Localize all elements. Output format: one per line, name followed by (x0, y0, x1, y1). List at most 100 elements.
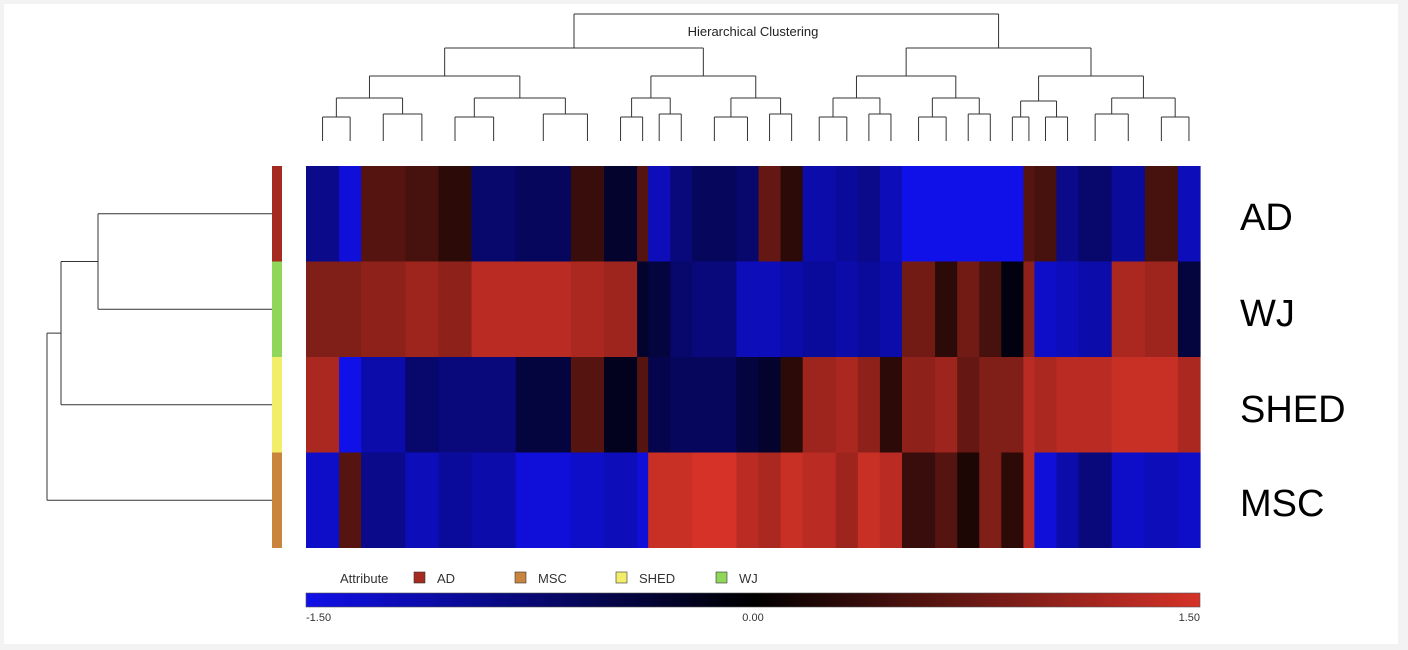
heatmap-cell (957, 452, 980, 548)
legend-entry: WJ (739, 571, 758, 586)
heatmap-cell (736, 357, 760, 453)
heatmap-cell (637, 166, 649, 262)
heatmap-cell (648, 261, 671, 357)
heatmap-cell (692, 261, 738, 357)
heatmap-cell (438, 261, 473, 357)
heatmap-cell (405, 166, 440, 262)
heatmap-cell (1001, 452, 1024, 548)
heatmap-cell (780, 357, 804, 453)
colorbar-tick-min: -1.50 (306, 612, 331, 624)
heatmap-cell (902, 357, 936, 453)
row-label: MSC (1240, 483, 1324, 525)
heatmap-cell (1111, 166, 1146, 262)
heatmap-cell (1078, 357, 1113, 453)
heatmap-cell (570, 452, 605, 548)
heatmap-cell (935, 452, 958, 548)
heatmap-cell (1078, 166, 1113, 262)
heatmap-cell (1144, 166, 1179, 262)
heatmap-cells (306, 166, 1201, 548)
row-attribute-swatch (272, 261, 282, 357)
heatmap-cell (361, 357, 406, 453)
heatmap-cell (736, 261, 760, 357)
heatmap-cell (438, 452, 473, 548)
heatmap-cell (835, 452, 859, 548)
heatmap-cell (361, 166, 406, 262)
heatmap-cell (802, 357, 837, 453)
heatmap-cell (1111, 261, 1146, 357)
heatmap-cell (802, 261, 837, 357)
row-attribute-bar (272, 166, 282, 548)
heatmap-cell (604, 452, 638, 548)
heatmap-cell (306, 261, 340, 357)
heatmap-cell (1111, 452, 1146, 548)
heatmap-cell (670, 357, 693, 453)
heatmap-cell (1034, 166, 1058, 262)
heatmap-cell (405, 357, 440, 453)
heatmap-cell (405, 261, 440, 357)
heatmap-cell (637, 452, 649, 548)
colorbar (305, 592, 1201, 608)
legend-entry: SHED (639, 571, 675, 586)
legend-swatch (615, 571, 628, 584)
heatmap-cell (935, 166, 958, 262)
heatmap-cell (515, 166, 572, 262)
row-attribute-swatch (272, 452, 282, 548)
heatmap-cell (1034, 261, 1058, 357)
legend-swatch (413, 571, 426, 584)
heatmap-cell (1144, 452, 1179, 548)
heatmap-cell (979, 452, 1002, 548)
heatmap-cell (1023, 357, 1036, 453)
heatmap-cell (1001, 357, 1024, 453)
heatmap-cell (637, 261, 649, 357)
heatmap-cell (670, 452, 693, 548)
heatmap-cell (736, 452, 760, 548)
heatmap-cell (802, 452, 837, 548)
heatmap-cell (879, 261, 903, 357)
heatmap-cell (902, 261, 936, 357)
heatmap-cell (736, 166, 760, 262)
heatmap-cell (471, 261, 517, 357)
heatmap-cell (758, 357, 782, 453)
heatmap-cell (835, 357, 859, 453)
heatmap-cell (979, 261, 1002, 357)
heatmap-cell (339, 452, 362, 548)
heatmap-cell (692, 357, 738, 453)
column-dendrogram (322, 13, 1190, 141)
heatmap-cell (570, 357, 605, 453)
heatmap-cell (1144, 261, 1179, 357)
heatmap-cell (857, 166, 881, 262)
legend: Attribute AD MSC SHED WJ (340, 571, 758, 586)
heatmap-cell (957, 261, 980, 357)
heatmap-cell (1023, 261, 1036, 357)
heatmap-cell (1056, 166, 1080, 262)
heatmap-cell (515, 452, 572, 548)
heatmap-cell (570, 166, 605, 262)
heatmap-cell (570, 261, 605, 357)
legend-title: Attribute (340, 571, 388, 586)
heatmap-cell (879, 166, 903, 262)
heatmap-cell (857, 261, 881, 357)
heatmap-cell (515, 357, 572, 453)
heatmap-cell (758, 166, 782, 262)
heatmap-cell (1056, 452, 1080, 548)
heatmap-cell (339, 166, 362, 262)
row-label: SHED (1240, 389, 1346, 431)
chart-title: Hierarchical Clustering (688, 24, 819, 39)
heatmap-cell (648, 166, 671, 262)
legend-entry: MSC (538, 571, 567, 586)
heatmap-cell (1001, 261, 1024, 357)
heatmap-cell (604, 166, 638, 262)
heatmap-cell (802, 166, 837, 262)
heatmap-cell (857, 357, 881, 453)
legend-entry: AD (437, 571, 455, 586)
row-dendrogram (46, 213, 272, 501)
heatmap-cell (879, 452, 903, 548)
heatmap-cell (692, 166, 738, 262)
heatmap-cell (438, 357, 473, 453)
heatmap-cell (1056, 261, 1080, 357)
heatmap-cell (361, 452, 406, 548)
legend-swatch (715, 571, 728, 584)
heatmap-cell (438, 166, 473, 262)
colorbar-tick-mid: 0.00 (742, 612, 763, 624)
heatmap-cell (758, 261, 782, 357)
